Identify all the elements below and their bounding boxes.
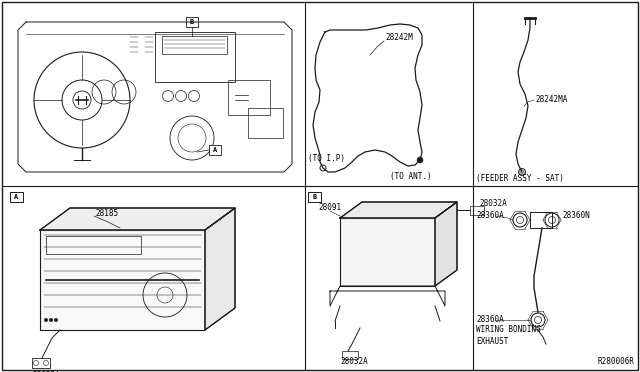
Bar	[308, 192, 321, 202]
Bar	[470, 206, 484, 215]
Text: 28091: 28091	[318, 203, 341, 212]
Text: (FEEDER ASSY - SAT): (FEEDER ASSY - SAT)	[476, 173, 564, 183]
Circle shape	[417, 157, 423, 163]
Circle shape	[54, 318, 58, 322]
Text: A: A	[213, 147, 217, 153]
Text: A: A	[14, 194, 19, 200]
Bar	[228, 80, 270, 115]
Text: 28032A: 28032A	[479, 199, 507, 208]
Text: WIRING BONDING: WIRING BONDING	[476, 326, 541, 334]
Polygon shape	[205, 208, 235, 330]
Text: (TO I.P): (TO I.P)	[308, 154, 345, 163]
Text: 28242M: 28242M	[385, 33, 413, 42]
Circle shape	[44, 318, 48, 322]
Text: B: B	[190, 19, 194, 25]
Bar	[342, 351, 358, 359]
Bar	[46, 236, 141, 254]
Text: 28360N: 28360N	[562, 212, 589, 221]
Polygon shape	[435, 202, 457, 286]
Text: B: B	[312, 194, 317, 200]
Text: (TO ANT.): (TO ANT.)	[390, 171, 431, 180]
Text: 28032A: 28032A	[340, 357, 368, 366]
Bar	[40, 230, 205, 330]
Bar	[340, 218, 435, 286]
Circle shape	[518, 169, 525, 176]
Polygon shape	[340, 202, 457, 218]
Bar	[248, 108, 283, 138]
Polygon shape	[40, 208, 235, 230]
Circle shape	[49, 318, 53, 322]
Text: R280006R: R280006R	[597, 357, 634, 366]
Bar	[162, 36, 227, 54]
Text: 28242MA: 28242MA	[535, 96, 568, 105]
Bar	[10, 192, 23, 202]
Text: EXHAUST: EXHAUST	[476, 337, 508, 346]
Text: 28185: 28185	[95, 208, 118, 218]
Bar	[186, 17, 198, 27]
Text: 28360A: 28360A	[476, 315, 504, 324]
Bar	[155, 32, 235, 82]
Bar	[530, 212, 552, 228]
Bar	[209, 145, 221, 155]
Text: 28360A: 28360A	[476, 212, 504, 221]
Bar	[32, 358, 50, 368]
